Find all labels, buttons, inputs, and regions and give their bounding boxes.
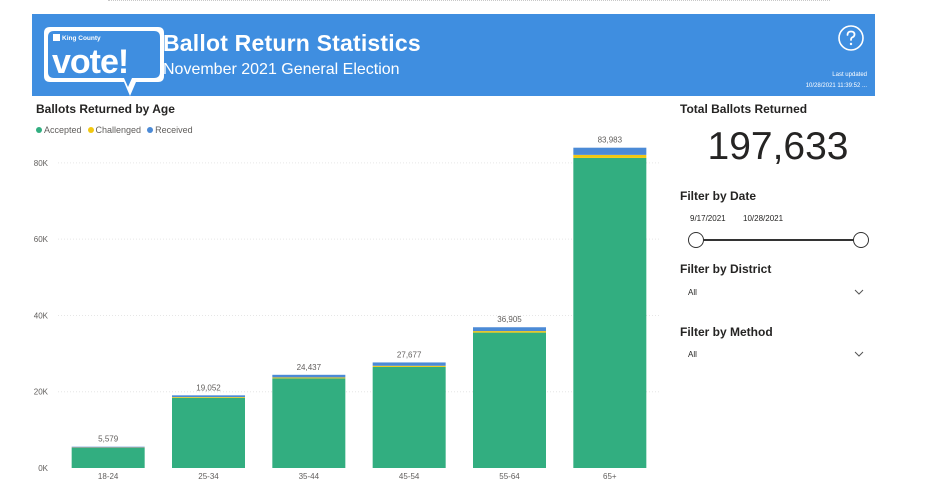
legend-label: Challenged [95,125,142,135]
y-tick-label: 60K [34,235,49,244]
filter-date-end[interactable]: 10/28/2021 [743,214,784,223]
legend-dot [36,127,42,133]
bar-total-label: 36,905 [497,315,522,324]
bar-total-label: 19,052 [196,383,221,392]
bar-segment-challenged [272,377,346,379]
last-updated: Last updated 10/28/2021 11:39:52 ... [806,70,867,92]
y-tick-label: 40K [34,311,49,320]
x-tick-label: 25-34 [198,472,219,481]
district-dropdown-value: All [688,288,697,297]
king-county-vote-logo: King County vote! [44,27,164,96]
filter-date-start[interactable]: 9/17/2021 [690,214,726,223]
x-tick-label: 65+ [603,472,617,481]
bar-segment-accepted [272,378,346,468]
bar-total-label: 24,437 [297,363,322,372]
legend-item[interactable]: Accepted [36,125,82,135]
bar-segment-received [172,395,245,398]
bar-segment-accepted [573,157,647,468]
page-title: Ballot Return Statistics [163,30,421,56]
total-ballots-label: Total Ballots Returned [680,102,808,116]
page-subtitle: November 2021 General Election [163,61,400,78]
bar-segment-challenged [573,154,647,158]
filter-date-label: Filter by Date [680,189,757,203]
bar-total-label: 83,983 [598,136,623,145]
bar-segment-accepted [473,332,546,468]
chevron-down-icon [854,289,864,295]
x-tick-label: 45-54 [399,472,420,481]
bar-segment-accepted [172,397,245,468]
filter-district-label: Filter by District [680,262,772,276]
chevron-down-icon [854,351,864,357]
bar-segment-received [573,147,647,155]
bar-segment-accepted [372,366,446,468]
header-banner: King County vote! Ballot Return Statisti… [32,14,875,96]
x-tick-label: 35-44 [299,472,320,481]
filter-method-label: Filter by Method [680,325,773,339]
legend-dot [87,127,94,133]
bar-segment-received [473,327,546,332]
legend-item[interactable]: Received [147,125,193,135]
chart-legend: Accepted Challenged Received [36,125,193,135]
bar-segment-challenged [172,397,245,398]
method-dropdown[interactable]: All [680,350,870,364]
bar-total-label: 5,579 [98,435,119,444]
bar-segment-received [71,446,145,448]
right-panel: Total Ballots Returned 197,633 Filter by… [680,0,880,483]
date-slider-track[interactable] [695,239,862,241]
x-tick-label: 18-24 [98,472,119,481]
district-dropdown[interactable]: All [680,288,870,302]
x-tick-label: 55-64 [499,472,520,481]
legend-label: Accepted [44,125,82,135]
legend-dot [147,127,154,133]
y-tick-label: 0K [38,464,48,473]
last-updated-label: Last updated [832,72,867,78]
y-tick-label: 80K [34,159,49,168]
bar-segment-received [272,374,346,378]
legend-item[interactable]: Challenged [87,125,142,135]
method-dropdown-value: All [688,350,697,359]
y-tick-label: 20K [34,388,49,397]
date-slider-end-handle[interactable] [853,232,869,248]
chart-title: Ballots Returned by Age [36,102,175,116]
bar-segment-received [372,362,446,366]
legend-label: Received [155,125,193,135]
svg-text:King County: King County [62,35,101,42]
bar-segment-challenged [473,331,546,333]
bar-segment-accepted [71,447,145,468]
bar-total-label: 27,677 [397,350,422,359]
date-slider-start-handle[interactable] [688,232,704,248]
svg-text:vote!: vote! [52,43,128,81]
bar-segment-challenged [372,365,446,367]
help-circle-icon[interactable] [837,24,865,52]
total-ballots-value: 197,633 [707,125,849,168]
top-divider [108,0,830,1]
